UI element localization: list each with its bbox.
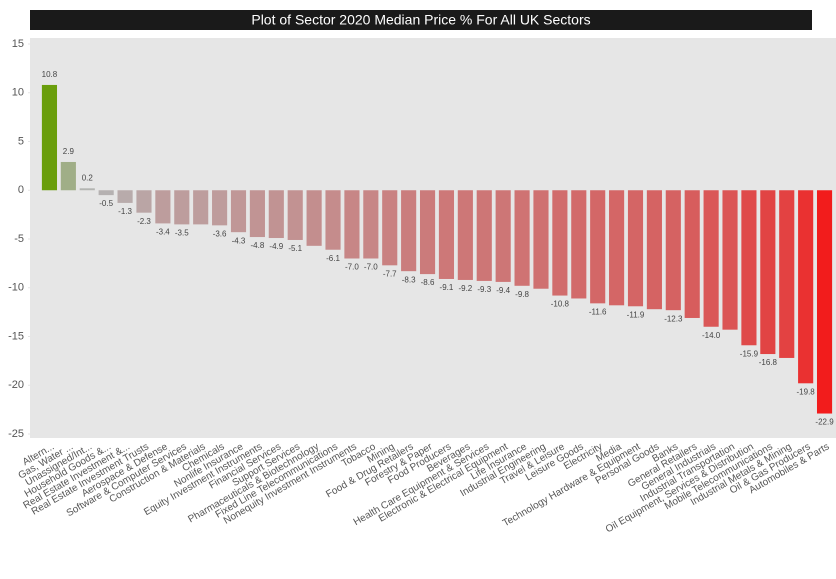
data-label: -10.8 — [551, 300, 570, 309]
bar — [438, 190, 455, 279]
y-tick-label: 0 — [18, 184, 24, 196]
bar — [325, 190, 341, 250]
data-label: 2.9 — [63, 147, 75, 156]
data-label: -11.9 — [627, 310, 645, 319]
data-label: -22.9 — [815, 418, 834, 427]
data-label: -6.1 — [326, 254, 340, 263]
bar — [98, 190, 114, 196]
y-tick-label: -15 — [8, 330, 24, 342]
bar — [609, 190, 625, 306]
y-tick-label: -10 — [8, 282, 24, 294]
data-label: -3.4 — [156, 228, 170, 237]
y-tick-label: 15 — [12, 38, 24, 50]
data-label: -0.5 — [99, 199, 113, 208]
data-label: -15.9 — [740, 349, 759, 358]
data-label: -1.3 — [118, 207, 132, 216]
bar — [117, 190, 133, 203]
bar — [533, 190, 549, 289]
data-label: -4.8 — [251, 241, 265, 250]
data-label: -16.8 — [759, 358, 778, 367]
bar — [41, 84, 58, 191]
data-label: -4.9 — [269, 242, 283, 251]
data-label: -9.1 — [440, 283, 454, 292]
bar — [779, 190, 795, 358]
bar — [230, 190, 247, 233]
bar — [646, 190, 662, 310]
bar — [60, 161, 76, 191]
bar — [514, 190, 530, 286]
data-label: -2.3 — [137, 217, 151, 226]
data-label: -11.6 — [589, 307, 607, 316]
data-label: -9.2 — [458, 284, 472, 293]
bar — [627, 190, 644, 307]
bar — [79, 188, 95, 191]
data-label: -8.3 — [402, 275, 416, 284]
data-label: -5.1 — [288, 244, 302, 253]
data-label: -8.6 — [421, 278, 435, 287]
bar — [816, 190, 833, 414]
data-label: -3.5 — [175, 228, 189, 237]
bar — [703, 190, 719, 327]
y-tick-label: -20 — [8, 379, 24, 391]
bar — [306, 190, 322, 246]
bar — [741, 190, 757, 346]
data-label: -7.0 — [345, 263, 359, 272]
bar — [419, 190, 436, 275]
title-bar — [30, 10, 812, 30]
data-label: -7.7 — [383, 269, 397, 278]
y-tick-label: -5 — [14, 233, 24, 245]
bar — [249, 190, 265, 238]
bar — [174, 190, 190, 225]
bar — [268, 190, 284, 239]
bar — [798, 190, 814, 384]
y-tick-label: 10 — [12, 87, 24, 99]
data-label: -7.0 — [364, 263, 378, 272]
data-label: 0.2 — [82, 173, 94, 182]
bar — [155, 190, 171, 224]
data-label: -4.3 — [232, 236, 246, 245]
bar — [193, 190, 209, 225]
bar — [476, 190, 492, 281]
data-label: -9.4 — [496, 286, 510, 295]
y-tick-label: -25 — [8, 428, 24, 440]
data-label: -14.0 — [702, 331, 721, 340]
bar — [212, 190, 228, 226]
bar — [495, 190, 511, 282]
bar — [571, 190, 587, 299]
bar — [760, 190, 776, 355]
bar — [552, 190, 568, 296]
bar — [665, 190, 681, 311]
bar — [136, 190, 152, 213]
bar — [684, 190, 700, 318]
bar — [590, 190, 606, 304]
bar — [382, 190, 398, 266]
bar — [457, 190, 473, 280]
data-label: 10.8 — [42, 70, 58, 79]
bar — [401, 190, 417, 272]
chart-title: Plot of Sector 2020 Median Price % For A… — [251, 12, 590, 28]
data-label: -3.6 — [213, 229, 227, 238]
bar — [287, 190, 303, 240]
data-label: -12.3 — [664, 314, 683, 323]
data-label: -9.8 — [515, 290, 529, 299]
bar — [344, 190, 360, 259]
data-label: -19.8 — [797, 387, 816, 396]
bar — [363, 190, 379, 259]
bar — [722, 190, 738, 330]
y-tick-label: 5 — [18, 135, 24, 147]
data-label: -9.3 — [477, 285, 491, 294]
